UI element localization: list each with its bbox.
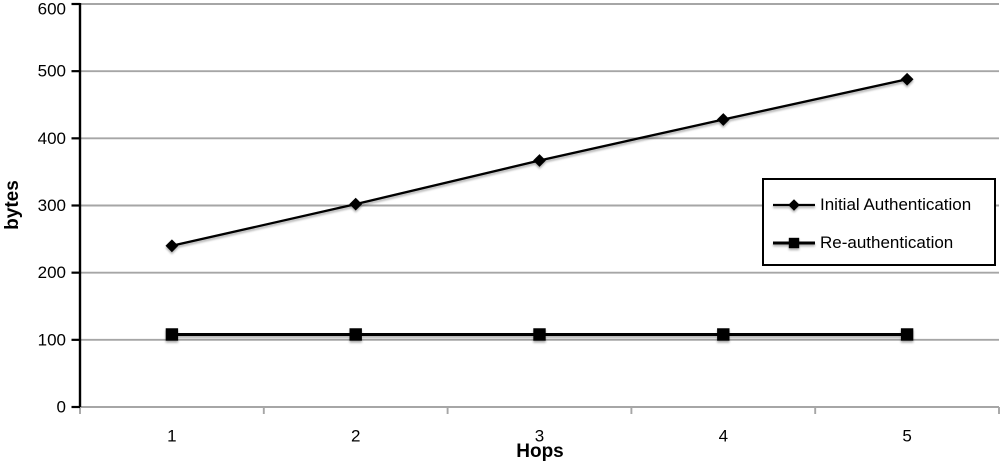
data-point-square — [900, 328, 914, 341]
data-point-diamond — [900, 72, 914, 86]
y-tick-label: 200 — [38, 263, 66, 282]
data-point-square — [349, 328, 362, 341]
data-point-diamond — [349, 197, 363, 211]
legend-label-initial-authentication: Initial Authentication — [820, 195, 972, 214]
data-point-diamond — [533, 154, 546, 167]
data-point-square — [165, 328, 179, 341]
legend: Initial Authentication Re-authentication — [762, 178, 996, 266]
y-tick-label: 0 — [57, 398, 66, 417]
x-tick-label: 1 — [167, 427, 176, 446]
legend-item-re-authentication: Re-authentication — [773, 233, 990, 253]
x-axis-title: Hops — [516, 441, 564, 462]
y-tick-label: 500 — [38, 62, 66, 81]
diamond-marker-icon — [773, 199, 815, 211]
gridlines — [80, 3, 999, 408]
x-tick-label: 2 — [351, 427, 360, 446]
x-tick-label: 5 — [902, 427, 911, 446]
legend-item-initial-authentication: Initial Authentication — [773, 195, 990, 215]
y-tick-label: 100 — [38, 330, 66, 349]
legend-label-re-authentication: Re-authentication — [820, 233, 954, 252]
y-tick-label: 400 — [38, 129, 66, 148]
data-point-diamond — [165, 239, 179, 253]
y-tick-label: 600 — [38, 0, 66, 19]
series — [165, 72, 914, 341]
y-tick-label: 300 — [38, 196, 66, 215]
y-axis — [71, 2, 82, 409]
y-tick-labels: 0 100 200 300 400 500 600 — [38, 0, 66, 417]
data-point-square — [717, 328, 730, 341]
x-tick-labels: 1 2 3 4 5 — [167, 427, 912, 446]
square-marker-icon — [773, 237, 815, 249]
x-axis-ticks — [79, 407, 1000, 414]
x-tick-label: 3 — [535, 427, 544, 446]
data-point-square — [533, 328, 546, 341]
data-point-diamond — [716, 113, 730, 126]
x-tick-label: 4 — [719, 427, 728, 446]
y-axis-title: bytes — [2, 180, 23, 230]
